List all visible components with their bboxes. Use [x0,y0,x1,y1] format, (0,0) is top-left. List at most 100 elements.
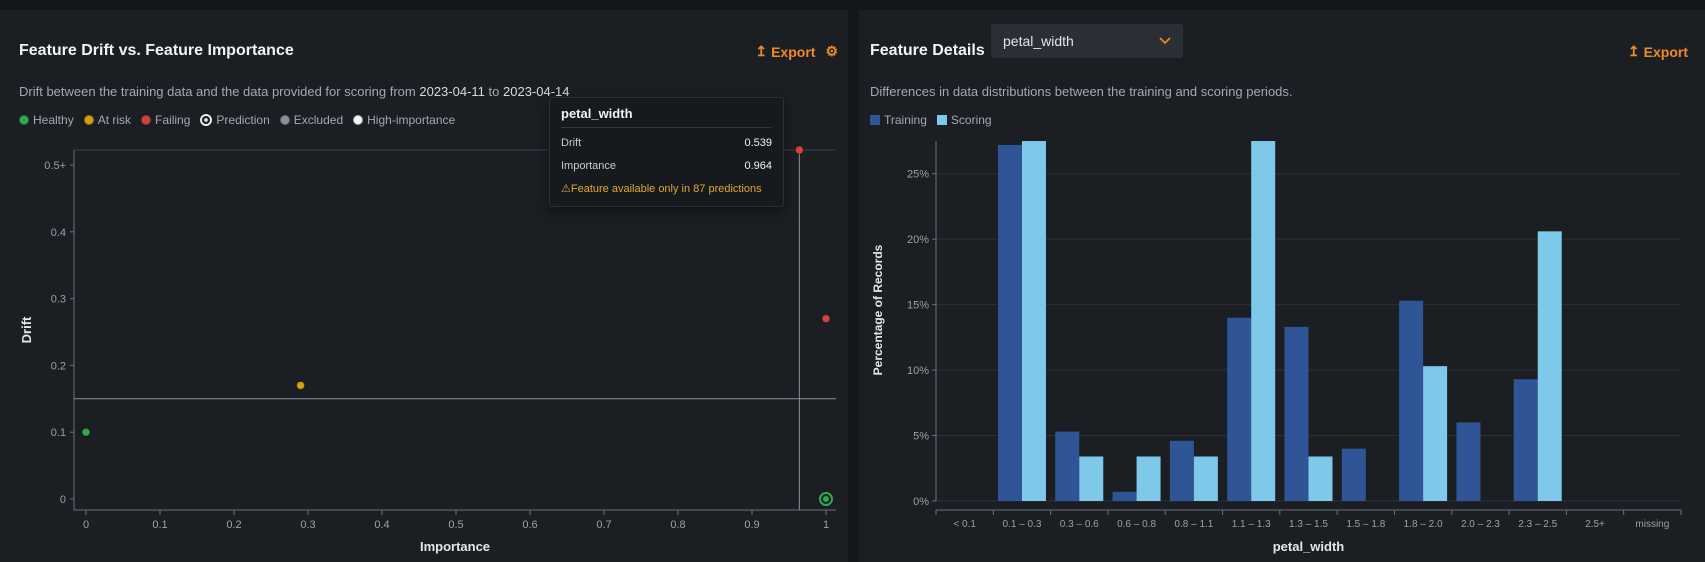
legend-marker [353,115,364,125]
x-tick-label: 0.3 – 0.6 [1060,519,1099,530]
legend-item[interactable]: Excluded [279,113,343,127]
x-tick-label: 0.6 [522,519,537,531]
data-point-failing [821,314,831,324]
tooltip-feature: petal_width [561,106,772,128]
legend-marker [870,115,880,125]
x-tick-label: missing [1635,519,1669,530]
legend-item[interactable]: At risk [83,113,132,127]
export-icon: ↥ [1627,43,1640,59]
y-tick-label: 15% [907,300,929,312]
y-tick-label: 0.2 [51,360,66,372]
panel-subtitle: Drift between the training data and the … [19,84,570,99]
legend-label: At risk [97,113,132,127]
scatter-chart: 0 0.1 0.2 0.3 0.4 0.5+ 0 0.1 0.2 0.3 0.4 0.5 0.6 0.7 0… [19,145,836,554]
y-tick-label: 10% [907,365,929,377]
legend-item[interactable]: High-importance [353,113,455,127]
bar-training [1456,422,1481,501]
y-axis-title: Drift [19,316,34,343]
export-button[interactable]: ↥ Export ⚙ [755,43,838,60]
x-tick-label: < 0.1 [953,519,976,530]
export-button[interactable]: ↥ Export [1628,43,1688,60]
bar-scoring [1079,456,1104,501]
x-axis-title: petal_width [1273,539,1345,554]
bar-training [1055,431,1080,501]
x-tick-label: 0.9 [744,519,759,531]
bar-legend: Training Scoring [870,113,992,127]
bar-training [1284,326,1309,501]
y-tick-label: 0.1 [51,427,66,439]
export-label: Export [771,43,816,60]
legend-marker [200,114,213,126]
prediction-point [823,496,829,502]
drift-importance-panel: Feature Drift vs. Feature Importance ↥ E… [0,10,848,562]
chevron-down-icon [1159,37,1171,45]
tooltip-warning: ⚠Feature available only in 87 prediction… [561,183,762,195]
scatter-legend: Healthy At risk Failing Prediction Excluded H… [19,113,455,127]
tooltip-drift-value: 0.539 [744,137,772,149]
x-tick-label: 2.5+ [1585,519,1605,530]
x-axis-title: Importance [420,539,490,554]
legend-marker [936,115,947,125]
panel-subtitle: Differences in data distributions betwee… [870,84,1293,99]
x-tick-label: 1.5 – 1.8 [1346,519,1385,530]
legend-label: Scoring [950,113,992,127]
legend-label: Failing [155,113,191,127]
bar-training [1227,317,1252,501]
x-tick-label: 1.3 – 1.5 [1289,519,1328,530]
x-tick-label: 1 [823,519,829,531]
legend-label: Training [884,113,927,127]
legend-marker [279,115,290,125]
legend-marker [19,115,29,125]
bar-training [1341,448,1366,501]
bar-scoring [1193,456,1218,501]
bar-scoring [1251,141,1276,501]
legend-item[interactable]: Prediction [200,113,270,127]
bar-training [1513,379,1538,501]
x-tick-label: 2.0 – 2.3 [1461,519,1500,530]
x-tick-label: 1.8 – 2.0 [1404,519,1443,530]
y-tick-label: 5% [913,431,929,443]
bar-training [1112,491,1137,501]
legend-item[interactable]: Training [870,113,927,127]
x-tick-label: 0.1 [152,519,167,531]
data-point-at-risk [296,380,306,390]
y-tick-label: 0 [60,494,66,506]
panel-title: Feature Details [870,42,985,59]
x-tick-label: 0.5 [448,519,463,531]
x-tick-label: 0.4 [374,519,389,531]
x-tick-label: 0.1 – 0.3 [1003,519,1042,530]
data-point-failing [794,145,804,155]
y-tick-label: 20% [907,234,929,246]
y-tick-label: 0.3 [51,294,66,306]
bar-scoring [1136,456,1161,501]
x-tick-label: 0.3 [300,519,315,531]
y-tick-label: 0.4 [51,227,66,239]
date-to: 2023-04-14 [503,84,570,99]
x-tick-label: 0.2 [226,519,241,531]
feature-select-value: petal_width [1003,33,1074,49]
legend-label: High-importance [367,113,456,127]
legend-item[interactable]: Healthy [19,113,74,127]
date-from: 2023-04-11 [419,84,485,99]
y-tick-label: 0% [913,496,929,508]
legend-item[interactable]: Failing [141,113,190,127]
legend-item[interactable]: Scoring [936,113,992,127]
data-point-healthy [81,427,91,437]
bar-chart: 0% 5% 10% 15% 20% 25% < 0.1 0.1 – 0.3 0.3 – 0.6 0… [871,141,1682,554]
x-tick-label: 2.3 – 2.5 [1518,519,1557,530]
tooltip-drift-label: Drift [561,137,582,149]
bar-training [1399,300,1424,501]
x-tick-label: 0.6 – 0.8 [1117,519,1156,530]
export-label: Export [1643,43,1688,60]
bar-scoring [1021,141,1046,501]
x-tick-label: 0.8 [670,519,685,531]
y-tick-label: 0.5+ [44,160,66,172]
y-axis-title: Percentage of Records [871,244,885,375]
gear-icon[interactable]: ⚙ [825,43,838,59]
x-tick-label: 0 [83,519,89,531]
feature-select[interactable]: petal_width [991,24,1183,58]
tooltip-importance-value: 0.964 [744,160,772,172]
bar-training [1169,440,1194,501]
feature-details-panel: Feature Details ↥ Export Differences in … [859,10,1705,562]
x-tick-label: 0.7 [596,519,611,531]
